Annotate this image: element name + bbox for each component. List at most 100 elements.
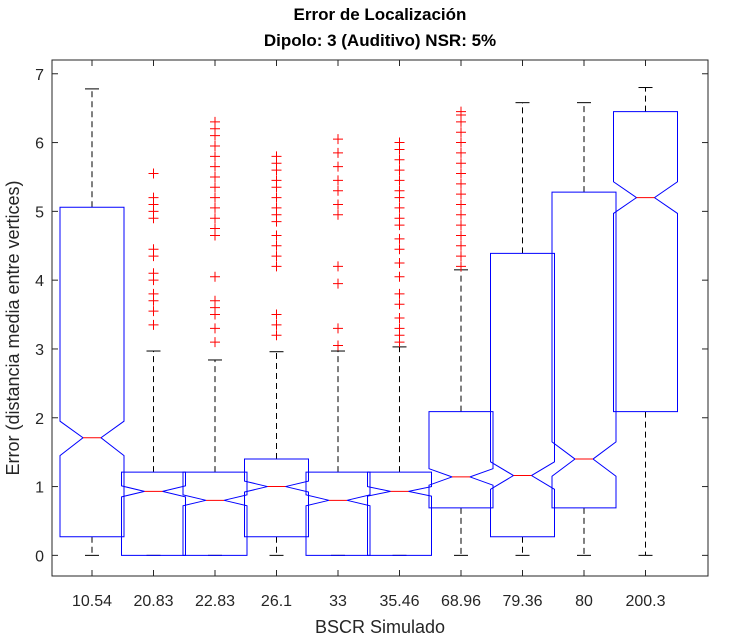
outlier-marker — [210, 295, 220, 306]
x-tick-label: 10.54 — [72, 593, 112, 610]
outlier-marker — [210, 213, 220, 224]
outlier-marker — [148, 319, 159, 330]
outlier-marker — [394, 323, 405, 334]
y-tick-label: 6 — [35, 136, 44, 153]
outlier-marker — [456, 209, 466, 220]
outlier-marker — [456, 189, 466, 200]
outlier-marker — [333, 323, 343, 334]
box-outline — [490, 252, 555, 538]
box-outline — [551, 191, 617, 509]
outlier-marker — [394, 288, 405, 299]
outlier-marker — [333, 340, 343, 351]
outlier-marker — [456, 127, 466, 138]
outlier-marker — [456, 240, 466, 251]
outlier-marker — [456, 261, 466, 272]
box-outline — [613, 111, 678, 413]
outlier-marker — [210, 171, 220, 182]
outlier-marker — [210, 151, 220, 162]
x-tick-label: 79.36 — [502, 593, 542, 610]
outlier-marker — [456, 178, 466, 189]
outlier-marker — [210, 192, 220, 203]
outlier-marker — [394, 137, 405, 148]
outlier-marker — [394, 175, 405, 186]
outlier-marker — [148, 288, 159, 299]
outlier-marker — [271, 240, 282, 251]
outlier-marker — [456, 137, 466, 148]
outlier-marker — [394, 271, 405, 282]
box-outline — [428, 411, 494, 509]
outlier-marker — [271, 330, 282, 341]
outlier-marker — [271, 175, 282, 186]
outlier-marker — [210, 223, 220, 234]
outlier-marker — [333, 175, 343, 186]
box-outline — [59, 206, 125, 538]
outlier-marker — [456, 106, 466, 117]
outlier-marker — [210, 161, 220, 172]
y-tick-label: 0 — [35, 548, 44, 565]
x-axis-label: BSCR Simulado — [315, 617, 445, 637]
outlier-marker — [333, 161, 343, 172]
outlier-marker — [333, 185, 343, 196]
outlier-marker — [210, 337, 220, 348]
y-tick-label: 5 — [35, 204, 44, 221]
outlier-marker — [394, 154, 405, 165]
x-tick-label: 35.46 — [379, 593, 419, 610]
y-tick-label: 2 — [35, 411, 44, 428]
box-outline — [305, 471, 371, 556]
outlier-marker — [271, 309, 282, 320]
outlier-marker — [394, 185, 405, 196]
outlier-marker — [333, 199, 343, 210]
y-axis-label: Error (distancia media entre vertices) — [3, 180, 23, 475]
outlier-marker — [456, 168, 466, 179]
outlier-marker — [394, 313, 405, 323]
x-tick-label: 68.96 — [441, 593, 481, 610]
box-outline — [367, 471, 432, 556]
outlier-marker — [333, 278, 343, 289]
box-outline — [182, 471, 248, 556]
outlier-marker — [210, 116, 220, 127]
outlier-marker — [456, 147, 466, 158]
outlier-marker — [333, 209, 343, 220]
outlier-marker — [271, 319, 282, 330]
outlier-marker — [148, 168, 159, 179]
outlier-marker — [210, 141, 220, 151]
x-tick-label: 26.1 — [261, 593, 292, 610]
outlier-marker — [456, 251, 466, 262]
outlier-marker — [271, 192, 282, 203]
outlier-marker — [394, 213, 405, 224]
outlier-marker — [210, 202, 220, 213]
outlier-marker — [148, 268, 159, 279]
outlier-marker — [333, 134, 343, 145]
x-tick-label: 200.3 — [625, 593, 665, 610]
outlier-marker — [210, 323, 220, 334]
box-outline — [121, 471, 186, 556]
outlier-marker — [333, 147, 343, 158]
chart-title: Error de Localización — [294, 5, 467, 24]
chart-subtitle: Dipolo: 3 (Auditivo) NSR: 5% — [264, 31, 496, 50]
outlier-marker — [456, 158, 466, 169]
x-tick-label: 22.83 — [195, 593, 235, 610]
outlier-marker — [394, 202, 405, 213]
outlier-marker — [394, 233, 405, 244]
outlier-marker — [333, 261, 343, 272]
y-tick-label: 3 — [35, 342, 44, 359]
outlier-marker — [394, 244, 405, 255]
axes-frame — [51, 59, 709, 577]
x-tick-label: 33 — [329, 593, 347, 610]
outlier-marker — [148, 192, 159, 203]
outlier-marker — [210, 271, 220, 282]
outlier-marker — [148, 306, 159, 317]
outlier-marker — [394, 299, 405, 310]
x-tick-label: 20.83 — [133, 593, 173, 610]
outlier-marker — [210, 182, 220, 193]
outlier-marker — [456, 230, 466, 241]
outlier-marker — [456, 199, 466, 210]
outlier-marker — [271, 230, 282, 241]
outlier-marker — [271, 261, 282, 272]
y-tick-label: 1 — [35, 480, 44, 497]
outlier-marker — [271, 151, 282, 162]
plot-area: 0 1 2 3 4 5 6 7 10.54 20.83 22.83 26.1 33 35.46 68.96 7… — [35, 59, 709, 610]
outlier-marker — [394, 165, 405, 176]
outlier-marker — [148, 244, 159, 255]
